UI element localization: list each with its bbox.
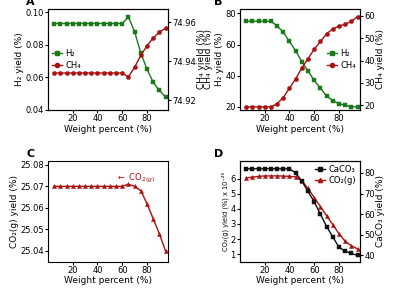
Text: B: B — [214, 0, 222, 7]
Text: $\leftarrow$ CO$_{2(g)}$: $\leftarrow$ CO$_{2(g)}$ — [116, 172, 156, 185]
Text: D: D — [214, 148, 223, 158]
Legend: H₂, CH₄: H₂, CH₄ — [327, 49, 356, 70]
X-axis label: Weight percent (%): Weight percent (%) — [256, 276, 344, 285]
X-axis label: Weight percent (%): Weight percent (%) — [64, 276, 152, 285]
Y-axis label: CH₄ yield (%): CH₄ yield (%) — [198, 29, 206, 89]
X-axis label: Weight percent (%): Weight percent (%) — [64, 125, 152, 133]
Y-axis label: CO₂(g) yield (%): CO₂(g) yield (%) — [10, 175, 19, 248]
Legend: H₂, CH₄: H₂, CH₄ — [52, 49, 81, 70]
Y-axis label: CH₄ yield (%): CH₄ yield (%) — [376, 29, 385, 89]
Y-axis label: CaCO₃ yield (%): CaCO₃ yield (%) — [376, 175, 385, 247]
Legend: CaCO₃, CO₂(g): CaCO₃, CO₂(g) — [315, 165, 356, 185]
X-axis label: Weight percent (%): Weight percent (%) — [256, 125, 344, 133]
Y-axis label: CO₂(g) yield (%) x 10⁻²⁵: CO₂(g) yield (%) x 10⁻²⁵ — [222, 171, 229, 251]
Y-axis label: CH₄ yield (%)
H₂ yield (%): CH₄ yield (%) H₂ yield (%) — [204, 29, 224, 89]
Text: C: C — [26, 148, 34, 158]
Y-axis label: H₂ yield (%): H₂ yield (%) — [15, 33, 24, 86]
Text: A: A — [26, 0, 35, 7]
